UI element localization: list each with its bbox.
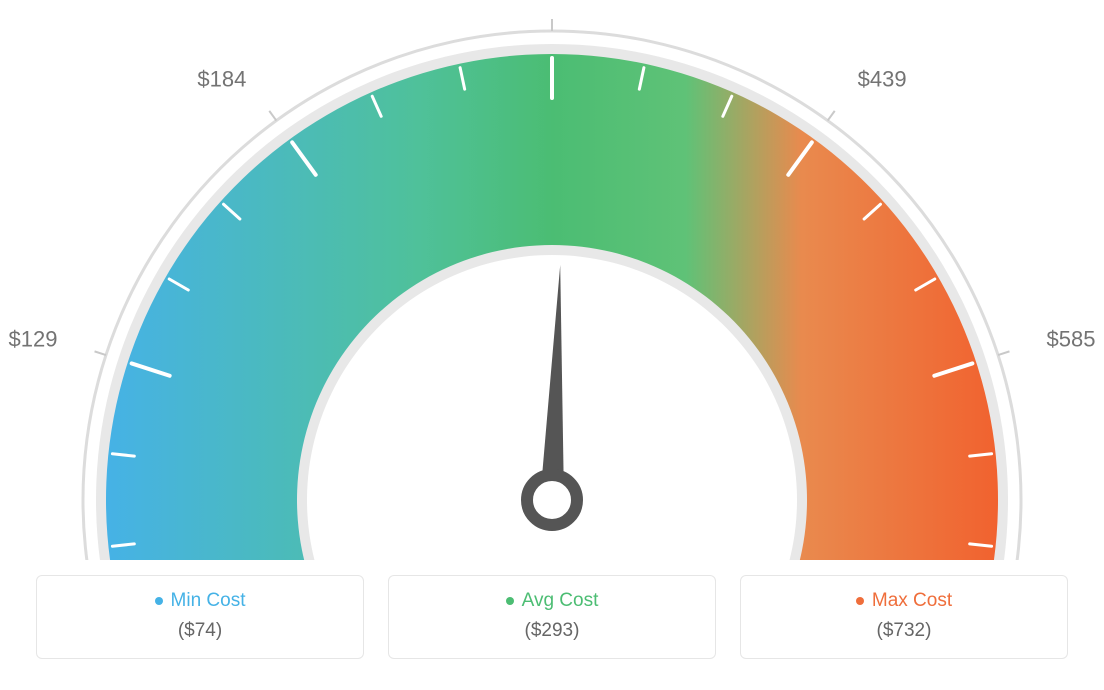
legend-cards: Min Cost ($74) Avg Cost ($293) Max Cost … bbox=[36, 575, 1068, 659]
avg-cost-title: Avg Cost bbox=[506, 590, 599, 612]
max-cost-dot-icon bbox=[856, 597, 864, 605]
max-cost-label: Max Cost bbox=[872, 590, 952, 612]
min-cost-card: Min Cost ($74) bbox=[36, 575, 364, 659]
min-cost-value: ($74) bbox=[37, 620, 363, 642]
svg-text:$585: $585 bbox=[1047, 326, 1096, 351]
svg-text:$184: $184 bbox=[197, 66, 246, 91]
max-cost-card: Max Cost ($732) bbox=[740, 575, 1068, 659]
avg-cost-dot-icon bbox=[506, 597, 514, 605]
avg-cost-value: ($293) bbox=[389, 620, 715, 642]
min-cost-label: Min Cost bbox=[171, 590, 246, 612]
avg-cost-card: Avg Cost ($293) bbox=[388, 575, 716, 659]
max-cost-value: ($732) bbox=[741, 620, 1067, 642]
avg-cost-label: Avg Cost bbox=[522, 590, 599, 612]
svg-text:$129: $129 bbox=[8, 326, 57, 351]
cost-gauge: $74$129$184$293$439$585$732 bbox=[0, 0, 1104, 560]
svg-text:$439: $439 bbox=[858, 66, 907, 91]
max-cost-title: Max Cost bbox=[856, 590, 952, 612]
min-cost-dot-icon bbox=[155, 597, 163, 605]
min-cost-title: Min Cost bbox=[155, 590, 246, 612]
